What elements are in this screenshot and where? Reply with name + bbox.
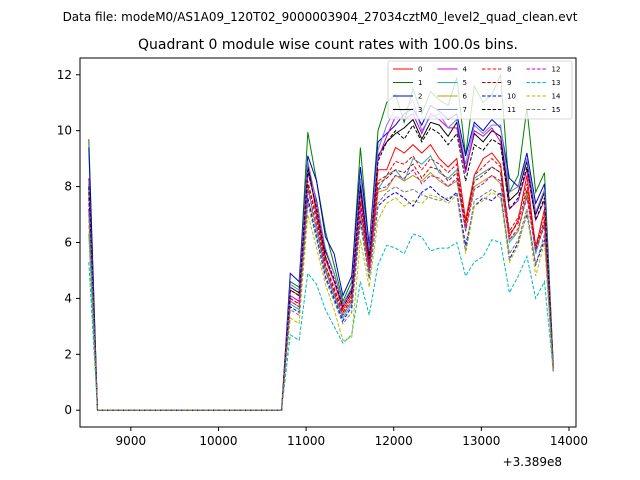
legend-label-10: 10 — [507, 93, 516, 101]
series-line-8 — [88, 155, 554, 411]
y-tick-label: 4 — [64, 291, 72, 305]
chart-title: Quadrant 0 module wise count rates with … — [138, 37, 518, 53]
legend-label-9: 9 — [507, 79, 511, 87]
series-line-5 — [88, 154, 554, 411]
legend-label-8: 8 — [507, 66, 511, 74]
legend-label-1: 1 — [418, 79, 422, 87]
legend-label-6: 6 — [463, 93, 468, 101]
y-tick-label: 6 — [64, 236, 72, 250]
x-tick-label: 11000 — [287, 434, 325, 448]
y-tick-label: 12 — [57, 68, 72, 82]
series-line-12 — [88, 169, 554, 411]
legend-label-5: 5 — [463, 79, 467, 87]
legend-label-3: 3 — [418, 106, 422, 114]
y-tick-label: 10 — [57, 124, 72, 138]
legend-label-12: 12 — [552, 66, 561, 74]
series-line-15 — [88, 186, 554, 411]
x-axis-offset-label: +3.389e8 — [503, 455, 562, 469]
x-tick-label: 10000 — [199, 434, 237, 448]
legend-label-4: 4 — [463, 66, 468, 74]
series-line-13 — [88, 233, 554, 411]
x-tick-label: 14000 — [550, 434, 588, 448]
y-tick-label: 2 — [64, 347, 72, 361]
legend-box — [387, 60, 573, 120]
legend-label-13: 13 — [552, 79, 561, 87]
series-line-10 — [88, 185, 554, 411]
legend-label-11: 11 — [507, 106, 516, 114]
series-line-9 — [88, 163, 554, 411]
x-tick-label: 12000 — [375, 434, 413, 448]
legend-label-14: 14 — [552, 93, 561, 101]
legend-label-7: 7 — [463, 106, 467, 114]
y-tick-label: 8 — [64, 180, 72, 194]
legend-label-15: 15 — [552, 106, 561, 114]
x-tick-label: 9000 — [116, 434, 147, 448]
legend-label-2: 2 — [418, 93, 422, 101]
y-tick-label: 0 — [64, 403, 72, 417]
data-file-label: Data file: modeM0/AS1A09_120T02_90000039… — [63, 10, 578, 24]
x-tick-label: 13000 — [462, 434, 500, 448]
series-line-0 — [88, 143, 554, 411]
legend-label-0: 0 — [418, 66, 422, 74]
